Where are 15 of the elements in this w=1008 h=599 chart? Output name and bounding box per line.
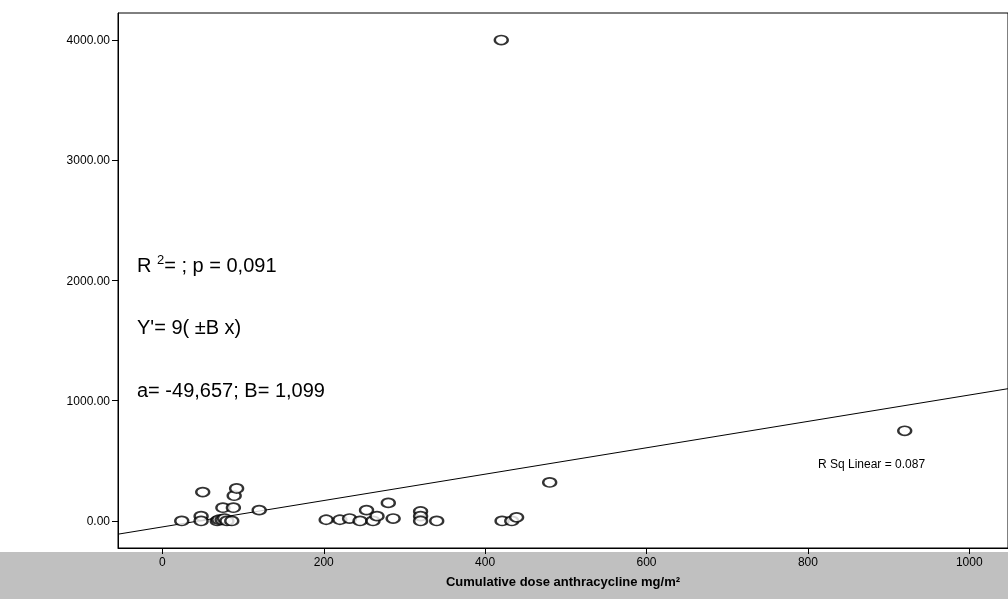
- x-tick-label: 0: [159, 555, 167, 569]
- y-tick-label: 0.00: [86, 513, 111, 528]
- y-tick-label: 1000.00: [66, 393, 111, 408]
- annotation: Y'= 9( ±B x): [137, 316, 242, 338]
- y-tick-label: 3000.00: [66, 153, 111, 168]
- y-tick-label: 2000.00: [66, 273, 111, 288]
- annotation: R Sq Linear = 0.087: [818, 457, 926, 471]
- x-tick-label: 200: [313, 555, 335, 569]
- y-tick-label: 4000.00: [66, 33, 111, 48]
- x-tick-label: 600: [636, 555, 657, 569]
- x-tick-label: 400: [475, 555, 496, 569]
- x-tick-label: 1000: [955, 555, 983, 569]
- x-tick-label: 800: [797, 555, 819, 569]
- x-axis-title: Cumulative dose anthracycline mg/m²: [445, 574, 681, 589]
- annotation: a= -49,657; B= 1,099: [137, 379, 325, 401]
